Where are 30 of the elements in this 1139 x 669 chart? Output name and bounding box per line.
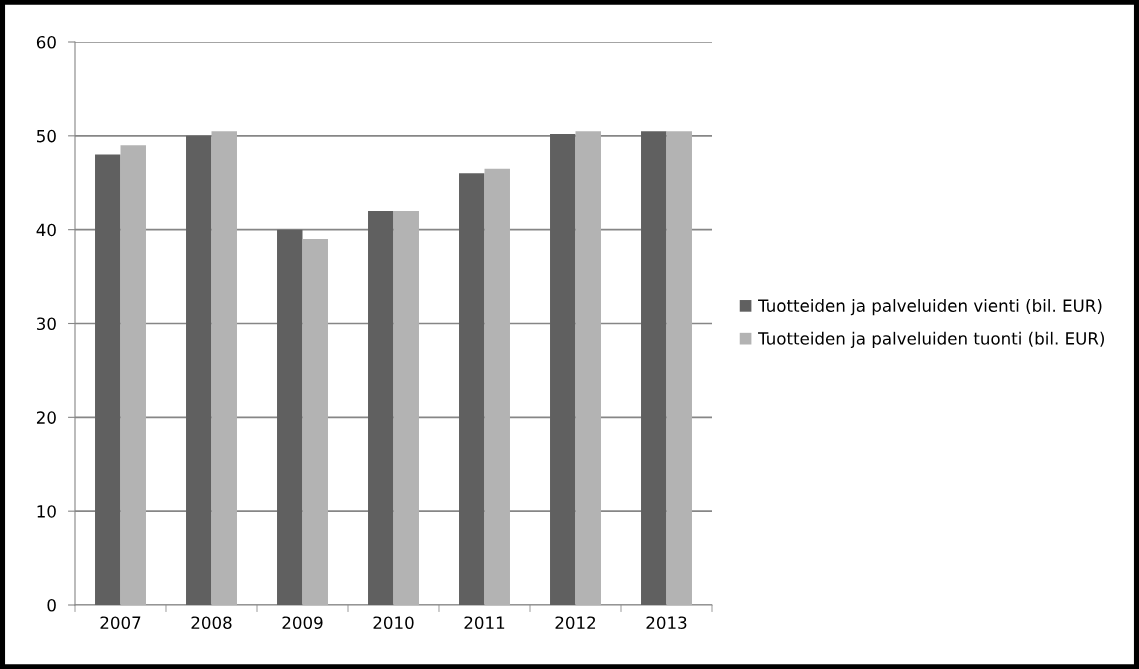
- x-tick-label: 2007: [100, 616, 141, 630]
- bar: [368, 210, 394, 605]
- bar: [459, 173, 485, 605]
- y-tick-label: 0: [47, 598, 56, 612]
- bar: [575, 131, 601, 605]
- y-tick-label: 60: [36, 35, 56, 49]
- bar: [120, 145, 146, 605]
- bar: [666, 131, 692, 605]
- bar: [641, 131, 667, 605]
- x-tick-label: 2013: [646, 616, 687, 630]
- bar: [186, 135, 212, 605]
- y-tick-label: 20: [36, 411, 56, 424]
- bar: [277, 229, 303, 605]
- bar: [95, 154, 121, 605]
- bar: [484, 168, 510, 605]
- bar: [393, 210, 419, 605]
- x-tick-label: 2009: [282, 616, 323, 630]
- y-tick-label: 40: [36, 223, 56, 237]
- bar: [302, 239, 328, 605]
- legend-label: Tuotteiden ja palveluiden tuonti (bil. EUR): [758, 331, 1104, 348]
- x-tick-label: 2010: [373, 616, 414, 630]
- y-tick-label: 50: [37, 129, 56, 143]
- x-tick-label: 2012: [555, 616, 596, 630]
- x-tick-label: 2011: [464, 616, 505, 630]
- bar: [211, 131, 237, 605]
- legend-label: Tuotteiden ja palveluiden vienti (bil. EUR): [758, 299, 1102, 316]
- x-tick-label: 2008: [191, 616, 232, 630]
- bar: [550, 133, 576, 605]
- y-tick-label: 10: [37, 505, 56, 518]
- y-tick-label: 30: [37, 317, 56, 331]
